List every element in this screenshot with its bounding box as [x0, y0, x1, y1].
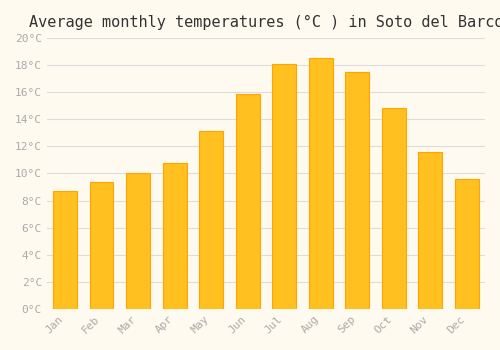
Bar	[382, 108, 406, 309]
Bar	[90, 182, 114, 309]
Bar	[272, 64, 296, 309]
Title: Average monthly temperatures (°C ) in Soto del Barco: Average monthly temperatures (°C ) in So…	[28, 15, 500, 30]
Bar	[54, 191, 77, 309]
Bar	[236, 93, 260, 309]
Bar	[163, 163, 186, 309]
Bar	[346, 72, 369, 309]
Bar	[309, 58, 332, 309]
Bar	[418, 152, 442, 309]
Bar	[126, 174, 150, 309]
Bar	[455, 179, 478, 309]
Bar	[200, 132, 223, 309]
